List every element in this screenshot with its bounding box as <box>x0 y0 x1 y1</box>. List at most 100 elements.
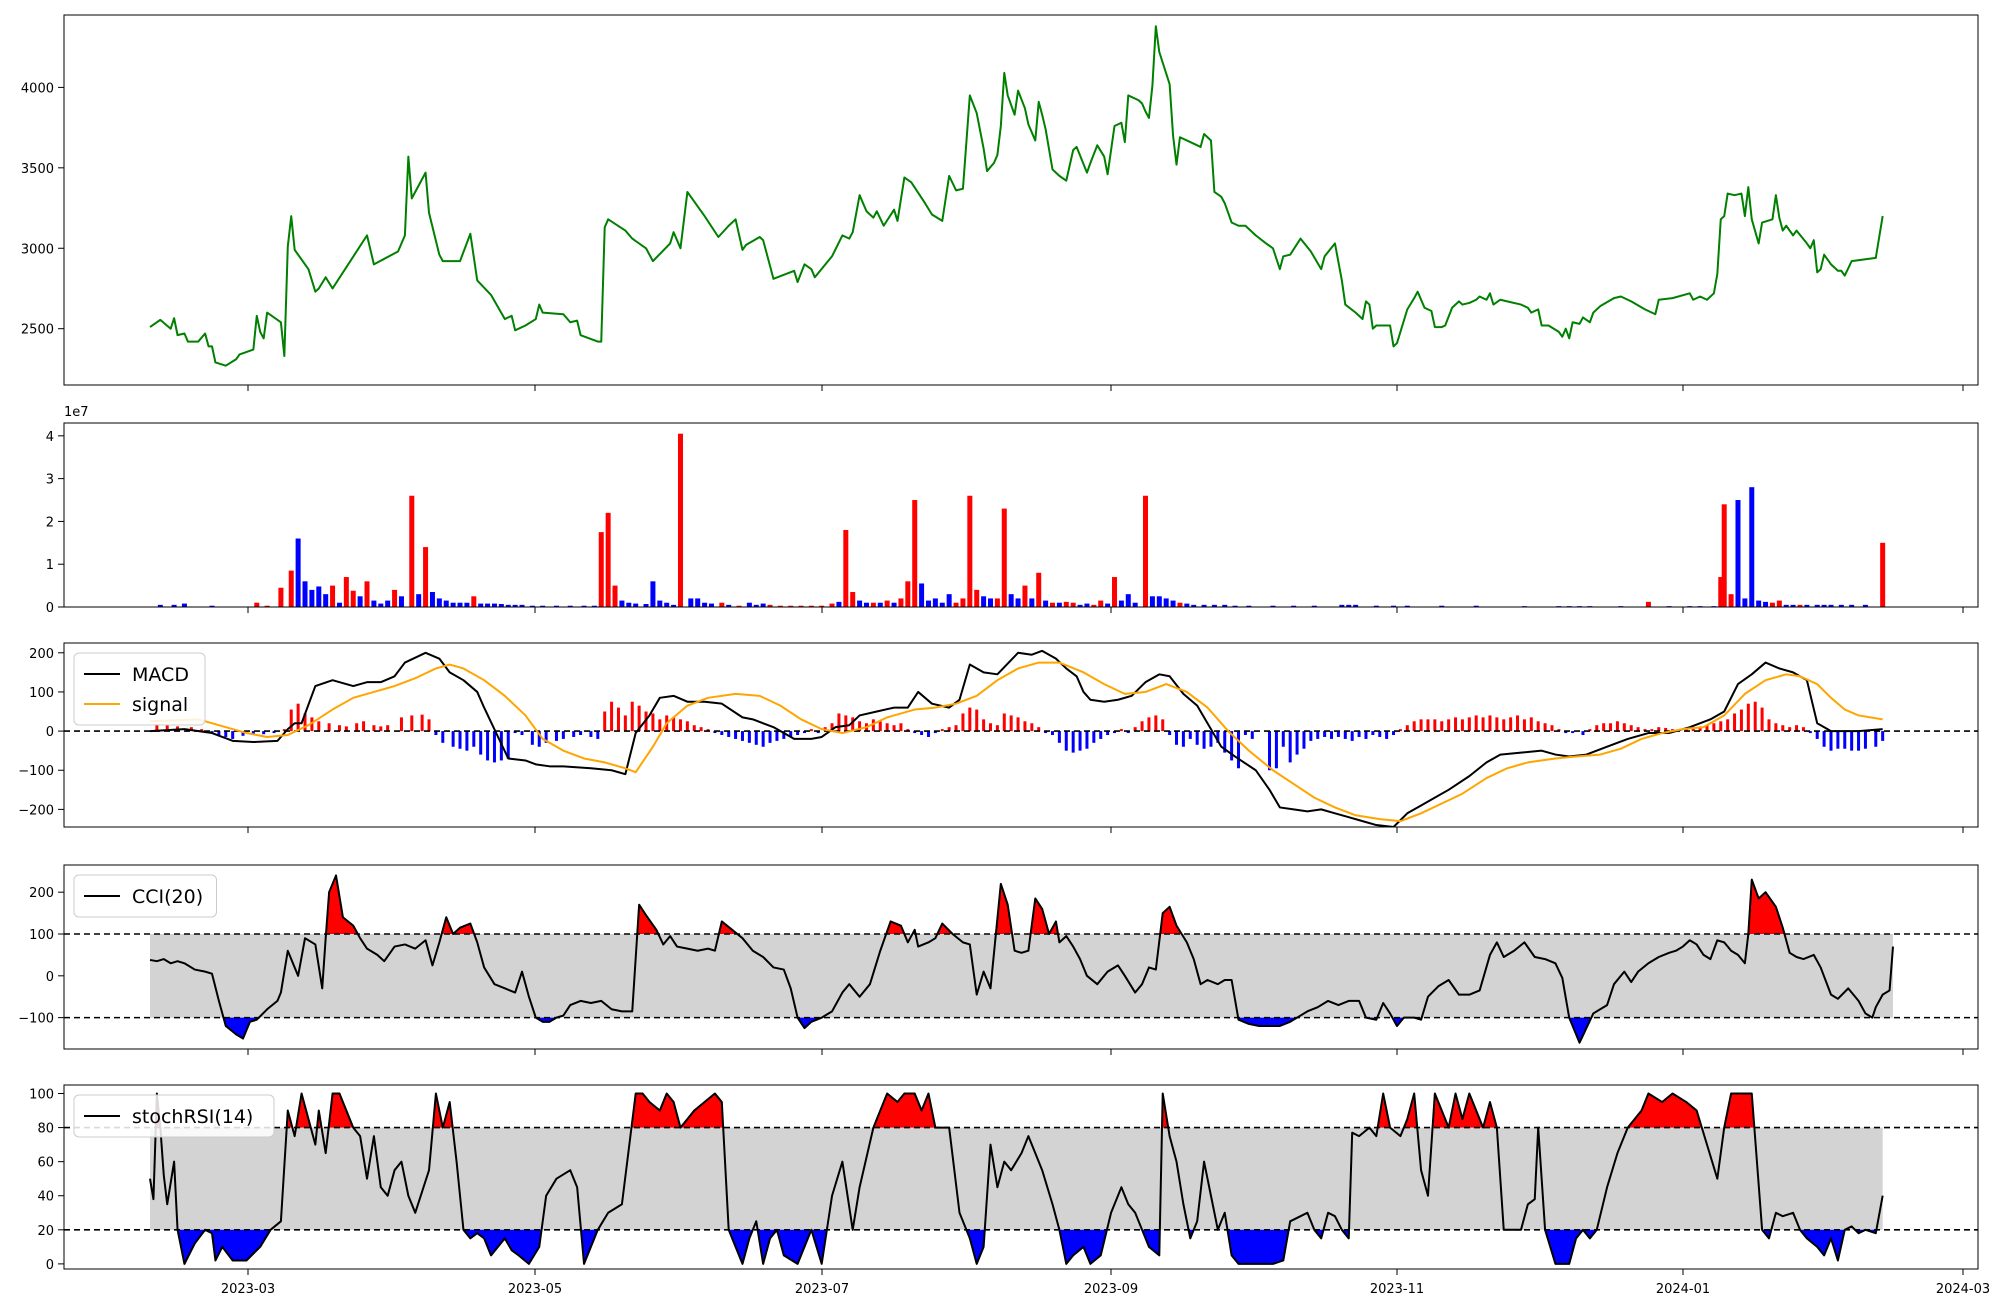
macd-histogram-bar <box>1161 719 1165 732</box>
volume-bar <box>657 600 663 607</box>
y-tick-label: 2500 <box>21 323 54 338</box>
volume-bar <box>1105 603 1111 607</box>
volume-bar <box>464 602 470 607</box>
volume-bar <box>1769 602 1775 607</box>
macd-histogram-bar <box>1788 727 1792 732</box>
volume-bar <box>1838 604 1844 607</box>
volume-bar <box>891 602 897 607</box>
volume-bar <box>633 603 639 607</box>
volume-bar <box>1797 604 1803 607</box>
macd-histogram-bar <box>1808 731 1812 734</box>
macd-histogram-bar <box>337 725 341 732</box>
volume-bar <box>1353 604 1359 607</box>
stochrsi-oversold-fill <box>1582 1229 1597 1239</box>
volume-bar <box>884 600 890 607</box>
volume-bar <box>288 570 294 607</box>
y-tick-label: −200 <box>18 803 54 818</box>
macd-histogram-bar <box>1564 731 1568 734</box>
volume-bar <box>664 602 670 607</box>
volume-bar <box>498 604 504 607</box>
x-tick-label: 2023-11 <box>1370 1282 1424 1297</box>
macd-histogram-bar <box>1119 729 1123 732</box>
macd-histogram-bar <box>434 731 438 735</box>
volume-bar <box>1022 585 1028 607</box>
macd-histogram-bar <box>317 721 321 732</box>
volume-frame <box>63 422 1979 608</box>
y-tick-label: 20 <box>37 1224 54 1239</box>
macd-histogram-bar <box>1460 719 1464 732</box>
macd-histogram-bar <box>479 731 483 755</box>
y-tick-label: 100 <box>29 686 54 701</box>
cci-overbought-fill <box>886 921 905 934</box>
stochrsi-y-axis: 0 20 40 60 80 100 <box>29 1088 64 1273</box>
macd-histogram-bar <box>1106 731 1110 735</box>
macd-histogram-bar <box>1250 731 1254 739</box>
macd-histogram-bar <box>1378 731 1382 737</box>
macd-histogram-bar <box>761 731 765 747</box>
macd-histogram-bar <box>486 731 490 761</box>
macd-histogram-bar <box>441 731 445 743</box>
macd-histogram-bar <box>1099 731 1103 739</box>
macd-histogram-bar <box>1350 731 1354 741</box>
macd-histogram-bar <box>1536 721 1540 732</box>
macd-histogram-bar <box>1609 723 1613 732</box>
volume-bar <box>1291 605 1297 607</box>
volume-bar <box>798 605 804 607</box>
volume-bar <box>1270 605 1276 607</box>
macd-histogram-bar <box>796 731 800 735</box>
volume-offset-text: 1e7 <box>64 405 89 420</box>
volume-bar <box>553 605 559 607</box>
macd-histogram-bar <box>1664 727 1668 732</box>
macd-histogram-bar <box>851 717 855 732</box>
x-tick-label: 2024-03 <box>1936 1282 1990 1297</box>
macd-histogram-bar <box>610 701 614 732</box>
macd-histogram-bar <box>789 731 793 737</box>
macd-histogram-bar <box>1237 731 1241 769</box>
macd-histogram-bar <box>1481 717 1485 732</box>
volume-bar <box>343 577 349 607</box>
macd-histogram-bar <box>706 729 710 732</box>
macd-histogram-bar <box>754 731 758 745</box>
macd-histogram-bar <box>1850 731 1854 751</box>
macd-histogram-bar <box>1733 713 1737 732</box>
macd-histogram-bar <box>362 721 366 732</box>
macd-histogram-bar <box>1712 723 1716 732</box>
volume-bar <box>1156 596 1162 607</box>
volume-bar <box>423 547 429 607</box>
cci-y-axis: −100 0 100 200 <box>18 886 64 1027</box>
volume-bar <box>1232 605 1238 607</box>
volume-bar <box>870 602 876 607</box>
macd-histogram-bar <box>809 729 813 732</box>
macd-histogram-bar <box>1357 731 1361 737</box>
stochrsi-overbought-fill <box>631 1093 681 1128</box>
volume-bar <box>767 604 773 607</box>
volume-bar <box>677 433 683 607</box>
macd-histogram-bar <box>968 707 972 732</box>
volume-bar <box>695 598 701 607</box>
volume-bar <box>836 601 842 607</box>
volume-bar <box>1149 596 1155 607</box>
volume-bar <box>330 585 336 607</box>
volume-y-axis: 0 1 2 3 4 <box>46 430 64 616</box>
price-y-axis: 2500 3000 3500 4000 <box>21 81 64 338</box>
cci-overbought-fill <box>441 917 454 934</box>
volume-bar <box>1804 604 1810 607</box>
volume-bar <box>1373 605 1379 607</box>
macd-histogram-bar <box>561 731 565 739</box>
volume-bar <box>1015 598 1021 607</box>
legend-label: signal <box>132 694 188 716</box>
volume-bar <box>1756 600 1762 607</box>
macd-plot-area <box>64 649 1978 827</box>
macd-histogram-bar <box>554 731 558 741</box>
y-tick-label: 3 <box>46 473 54 488</box>
macd-histogram-bar <box>1405 725 1409 732</box>
macd-histogram-bar <box>933 731 937 734</box>
macd-histogram-bar <box>1202 731 1206 749</box>
macd-histogram-bar <box>231 731 235 739</box>
macd-histogram-bar <box>672 717 676 732</box>
volume-bar <box>953 602 959 607</box>
macd-histogram-bar <box>892 725 896 732</box>
volume-bar <box>209 605 215 607</box>
macd-histogram-bar <box>630 701 634 732</box>
